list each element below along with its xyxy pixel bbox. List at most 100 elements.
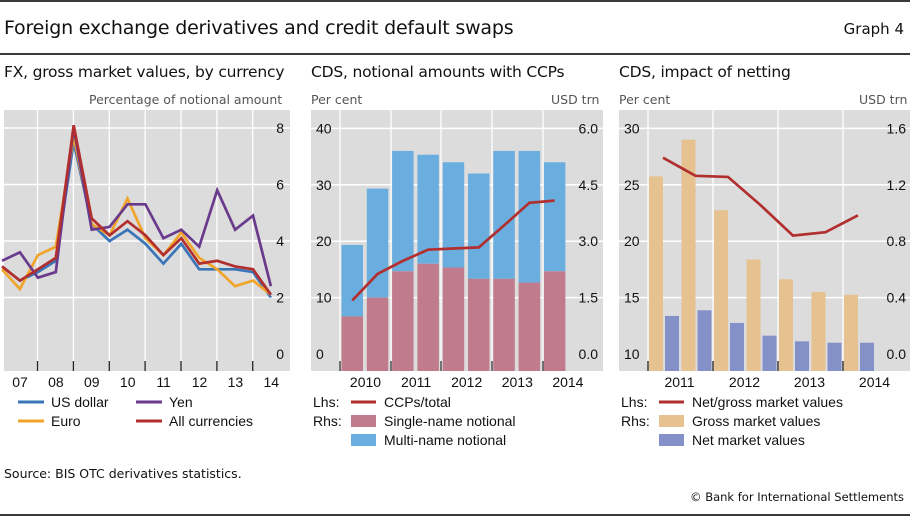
ccp-y-right-tick-label: 3.0 xyxy=(579,233,599,249)
panel-title-netting: CDS, impact of netting xyxy=(619,63,791,81)
ccp-x-tick-label: 2013 xyxy=(502,374,533,390)
graph-number: Graph 4 xyxy=(843,20,904,38)
unit-netting-left: Per cent xyxy=(619,92,671,107)
ccp-bar-single-name xyxy=(518,282,541,371)
netting-bar-net xyxy=(697,310,712,371)
netting-bar-net xyxy=(665,315,679,371)
netting-bar-gross xyxy=(714,210,728,371)
ccp-bar-multi-name xyxy=(468,173,490,279)
ccp-legend-swatch xyxy=(351,415,376,427)
fx-x-tick-label: 13 xyxy=(228,374,244,390)
fx-y-tick-label: 4 xyxy=(276,233,284,249)
ccp-bar-single-name xyxy=(442,267,465,371)
ccp-legend-prefix: Rhs: xyxy=(313,413,342,429)
fx-x-tick-label: 07 xyxy=(12,374,28,390)
fx-x-tick-label: 12 xyxy=(192,374,208,390)
fx-y-tick-label: 2 xyxy=(276,290,284,306)
fx-legend-label: Euro xyxy=(51,413,81,429)
unit-ccp-right: USD trn xyxy=(551,92,600,107)
netting-bar-gross xyxy=(681,139,696,371)
ccp-legend-label: CCPs/total xyxy=(384,394,451,410)
ccp-bar-single-name xyxy=(366,297,389,371)
netting-bar-gross xyxy=(649,176,663,371)
unit-fx: Percentage of notional amount xyxy=(89,92,283,107)
ccp-bar-multi-name xyxy=(392,150,414,272)
netting-y-right-tick-label: 0.0 xyxy=(887,346,907,362)
title-rule xyxy=(0,53,910,55)
netting-bar-net xyxy=(860,342,874,371)
panel-title-fx: FX, gross market values, by currency xyxy=(4,63,285,81)
fx-x-tick-label: 14 xyxy=(264,374,280,390)
fx-legend-label: Yen xyxy=(169,394,193,410)
fx-y-tick-label: 0 xyxy=(276,346,284,362)
netting-bar-gross xyxy=(811,291,826,371)
netting-bar-gross xyxy=(844,294,858,371)
netting-bar-net xyxy=(730,322,744,371)
ccp-y-right-tick-label: 4.5 xyxy=(579,177,599,193)
ccp-bar-multi-name xyxy=(341,244,363,317)
ccp-y-left-tick-label: 10 xyxy=(316,290,332,306)
netting-y-left-tick-label: 25 xyxy=(624,177,640,193)
top-rule xyxy=(0,0,910,2)
netting-bar-gross xyxy=(746,259,761,371)
ccp-bar-multi-name xyxy=(442,162,465,268)
ccp-x-tick-label: 2012 xyxy=(451,374,482,390)
ccp-y-left-tick-label: 0 xyxy=(316,346,324,362)
netting-bar-gross xyxy=(779,279,793,371)
ccp-legend-prefix: Lhs: xyxy=(313,394,339,410)
netting-legend-swatch xyxy=(659,434,684,446)
ccp-bar-multi-name xyxy=(417,154,439,264)
ccp-bar-single-name xyxy=(543,271,566,371)
netting-legend-label: Net market values xyxy=(692,432,805,448)
ccp-bar-single-name xyxy=(417,263,439,371)
netting-bar-net xyxy=(827,342,842,371)
ccp-legend-label: Multi-name notional xyxy=(384,432,506,448)
fx-series-all-currencies xyxy=(1,124,273,296)
ccp-x-tick-label: 2010 xyxy=(350,374,381,390)
fx-series-yen xyxy=(1,127,273,287)
netting-legend-swatch xyxy=(659,415,684,427)
ccp-legend-swatch xyxy=(351,434,376,446)
ccp-bar-single-name xyxy=(493,278,515,371)
ccp-y-right-tick-label: 6.0 xyxy=(579,120,599,136)
ccp-bar-multi-name xyxy=(518,150,541,283)
ccp-bar-single-name xyxy=(392,271,414,371)
netting-y-left-tick-label: 15 xyxy=(624,290,640,306)
netting-y-right-tick-label: 1.2 xyxy=(887,177,907,193)
netting-y-left-tick-label: 10 xyxy=(624,346,640,362)
source-note: Source: BIS OTC derivatives statistics. xyxy=(4,466,242,481)
fx-legend-label: All currencies xyxy=(169,413,253,429)
ccp-y-left-tick-label: 30 xyxy=(316,177,332,193)
fx-x-tick-label: 11 xyxy=(156,374,171,390)
ccp-series-ccps-total xyxy=(351,199,555,302)
netting-x-tick-label: 2013 xyxy=(794,374,825,390)
netting-x-tick-label: 2011 xyxy=(664,374,694,390)
netting-y-left-tick-label: 30 xyxy=(624,120,640,136)
ccp-bar-multi-name xyxy=(543,162,566,272)
netting-series-net-gross xyxy=(662,156,859,238)
fx-series-us-dollar xyxy=(1,141,273,299)
netting-y-right-tick-label: 1.6 xyxy=(887,120,907,136)
netting-legend-label: Net/gross market values xyxy=(692,394,843,410)
fx-x-tick-label: 08 xyxy=(48,374,64,390)
ccp-y-right-tick-label: 1.5 xyxy=(579,290,599,306)
ccp-y-left-tick-label: 20 xyxy=(316,233,332,249)
ccp-x-tick-label: 2014 xyxy=(552,374,583,390)
fx-x-tick-label: 09 xyxy=(84,374,100,390)
copyright: © Bank for International Settlements xyxy=(690,490,904,504)
netting-y-left-tick-label: 20 xyxy=(624,233,640,249)
fx-series-euro xyxy=(1,136,272,296)
ccp-y-left-tick-label: 40 xyxy=(316,120,332,136)
ccp-legend-label: Single-name notional xyxy=(384,413,516,429)
panel-title-ccp: CDS, notional amounts with CCPs xyxy=(311,63,565,81)
netting-y-right-tick-label: 0.4 xyxy=(887,290,907,306)
fx-x-tick-label: 10 xyxy=(120,374,136,390)
netting-bar-net xyxy=(762,335,777,371)
netting-x-tick-label: 2014 xyxy=(859,374,890,390)
netting-y-right-tick-label: 0.8 xyxy=(887,233,907,249)
netting-x-tick-label: 2012 xyxy=(729,374,760,390)
ccp-bar-single-name xyxy=(341,316,363,371)
ccp-y-right-tick-label: 0.0 xyxy=(579,346,599,362)
unit-netting-right: USD trn xyxy=(859,92,908,107)
